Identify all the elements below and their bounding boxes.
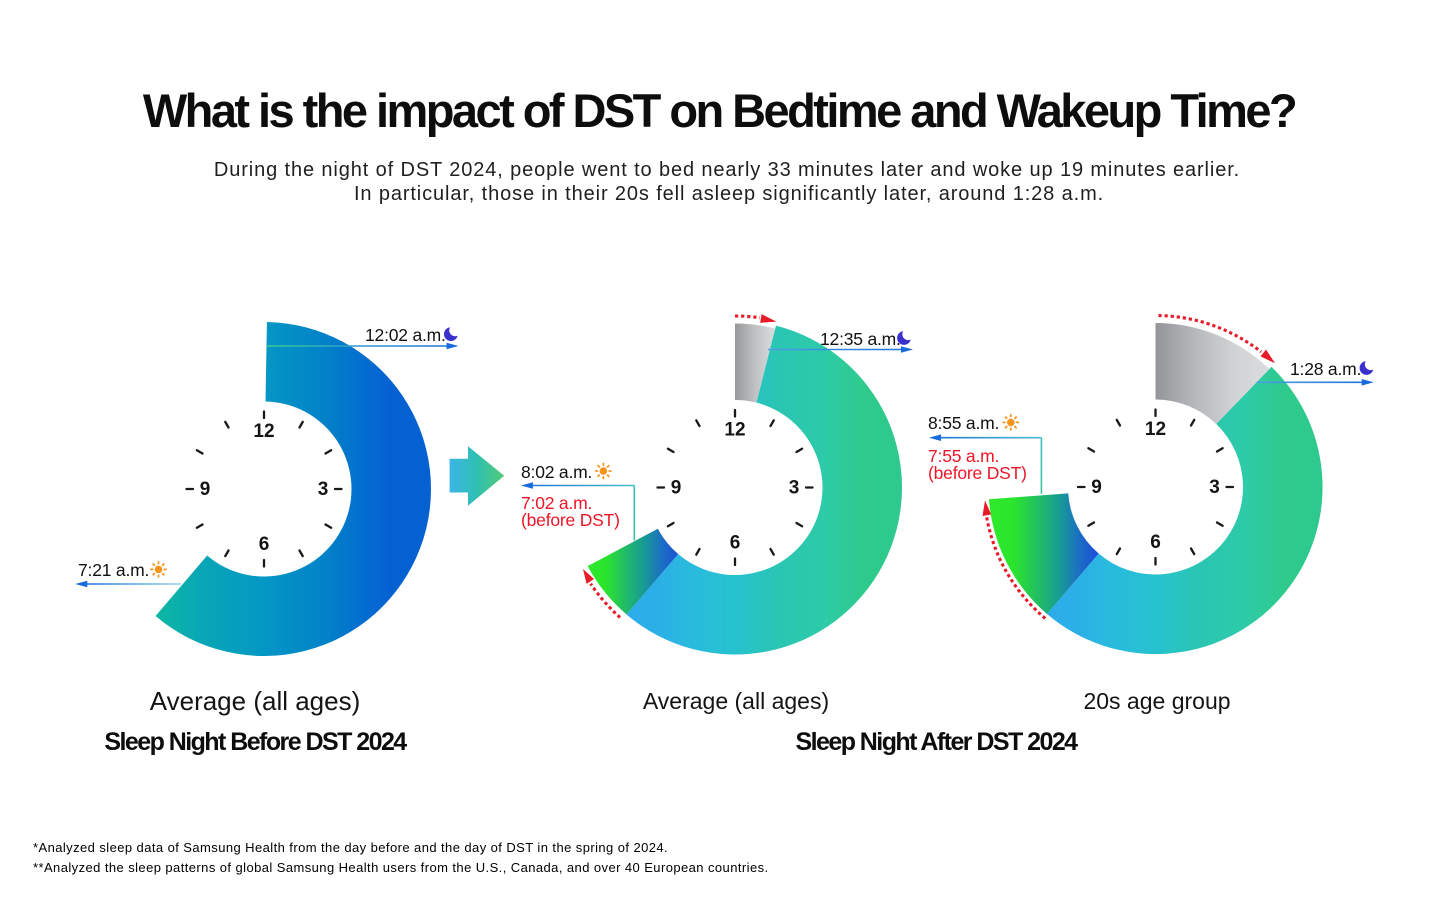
svg-text:6: 6 <box>259 534 270 555</box>
svg-text:3: 3 <box>318 479 329 500</box>
svg-text:12: 12 <box>253 421 274 442</box>
svg-text:6: 6 <box>730 533 741 554</box>
svg-text:9: 9 <box>1091 477 1102 498</box>
svg-text:12: 12 <box>1145 419 1166 440</box>
svg-text:3: 3 <box>789 478 800 499</box>
svg-text:3: 3 <box>1209 477 1220 498</box>
svg-text:9: 9 <box>200 479 211 500</box>
svg-text:12: 12 <box>724 420 745 441</box>
svg-text:9: 9 <box>671 478 682 499</box>
svg-text:6: 6 <box>1150 532 1161 553</box>
